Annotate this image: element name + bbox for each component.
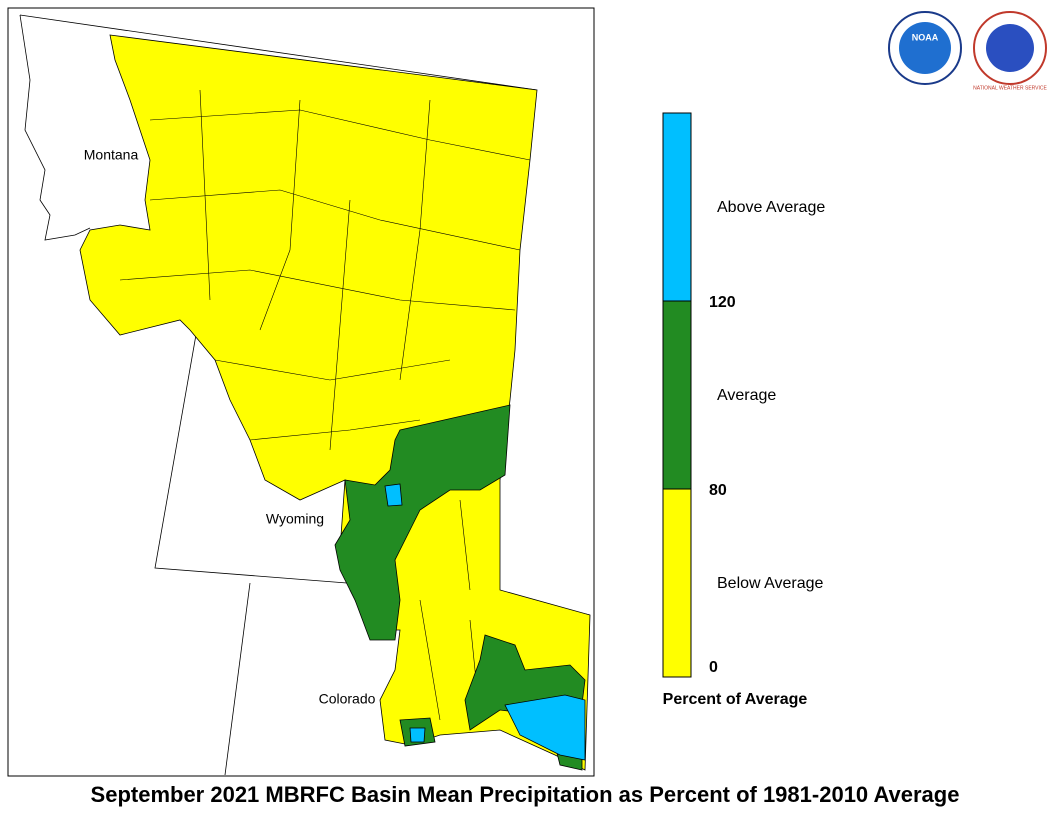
- legend-label: Below Average: [717, 575, 824, 592]
- map: Montana Wyoming Colorado: [7, 7, 595, 777]
- legend-break: 80: [709, 482, 727, 499]
- state-label: Montana: [84, 147, 139, 163]
- legend-swatch: [662, 488, 692, 678]
- legend-break: 120: [709, 294, 736, 311]
- basin-lines: [119, 89, 531, 721]
- noaa-text: NOAA: [912, 32, 939, 42]
- legend-label: Average: [717, 387, 776, 404]
- legend-swatch: [662, 300, 692, 490]
- logos: NOAA NATIONAL WEATHER SERVICE: [888, 11, 1048, 91]
- legend-label: Above Average: [717, 199, 825, 216]
- legend-title: Percent of Average: [663, 691, 808, 708]
- legend-swatch: [662, 112, 692, 302]
- nws-logo-inner: [986, 24, 1034, 72]
- montana-border: [19, 14, 538, 241]
- nws-text: NATIONAL WEATHER SERVICE: [973, 85, 1047, 91]
- title: September 2021 MBRFC Basin Mean Precipit…: [91, 782, 960, 807]
- legend-break: 0: [709, 659, 718, 676]
- noaa-logo-inner: [899, 22, 951, 74]
- state-label: Colorado: [319, 691, 376, 707]
- above-average-basins: [384, 483, 586, 761]
- average-basins: [334, 404, 511, 641]
- state-label: Wyoming: [266, 511, 324, 527]
- legend: Percent of Average Below Average Average A…: [662, 112, 825, 708]
